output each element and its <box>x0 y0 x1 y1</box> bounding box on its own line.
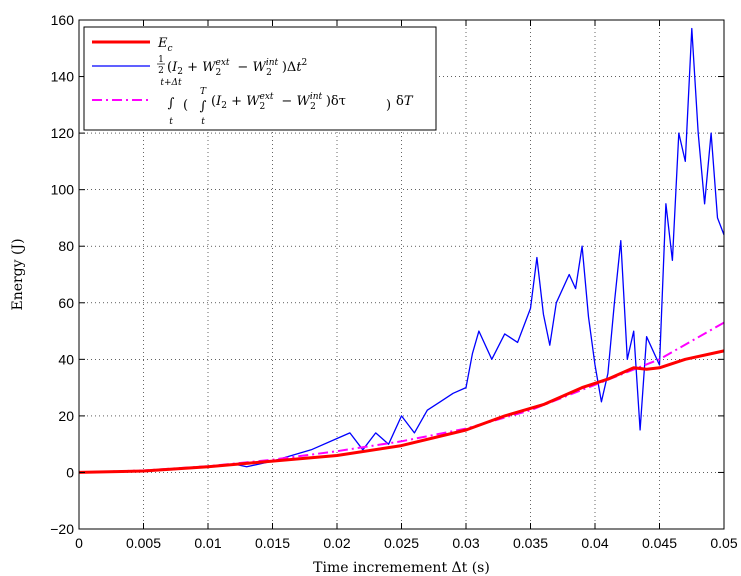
svg-text:): ) <box>386 98 391 113</box>
series-ec-line <box>78 349 725 474</box>
y-tick-label: 40 <box>58 351 74 367</box>
svg-text:T: T <box>200 87 207 97</box>
x-tick-label: 0.045 <box>642 535 677 551</box>
x-tick-label: 0.005 <box>126 535 161 551</box>
series-lines <box>78 27 725 474</box>
x-tick-label: 0.03 <box>452 535 479 551</box>
x-tick-label: 0.015 <box>255 535 290 551</box>
y-tick-label: 60 <box>58 295 74 311</box>
x-tick-label: 0.025 <box>384 535 419 551</box>
svg-text:∫: ∫ <box>168 96 175 111</box>
svg-text:2: 2 <box>158 66 164 76</box>
y-tick-label: 140 <box>51 69 75 85</box>
y-tick-label: 0 <box>66 464 74 480</box>
series-half-dt2-line <box>78 27 725 474</box>
y-tick-label: 20 <box>58 408 74 424</box>
x-tick-label: 0.02 <box>323 535 350 551</box>
y-tick-label: 80 <box>58 238 74 254</box>
y-axis-label: Energy (J) <box>10 238 26 310</box>
svg-text:δT: δT <box>396 94 414 109</box>
x-tick-label: 0 <box>75 535 83 551</box>
y-tick-label: 120 <box>51 125 75 141</box>
svg-text:1: 1 <box>158 55 164 65</box>
axis-ticks: 0 0.005 0.01 0.015 0.02 0.025 0.03 0.035 0.04 0.0… <box>50 12 738 551</box>
y-tick-label: −20 <box>50 521 74 537</box>
y-tick-label: 100 <box>51 182 75 198</box>
svg-text:t: t <box>169 117 173 127</box>
x-tick-label: 0.04 <box>581 535 608 551</box>
svg-text:∫: ∫ <box>200 99 207 114</box>
svg-text:t+Δt: t+Δt <box>160 78 182 88</box>
svg-text:t: t <box>201 117 205 127</box>
x-tick-label: 0.05 <box>710 535 737 551</box>
svg-text:(: ( <box>183 98 188 113</box>
y-tick-label: 160 <box>51 12 75 28</box>
x-tick-label: 0.035 <box>513 535 548 551</box>
legend-box <box>83 26 437 131</box>
legend-label-double-integral: t+Δt ∫ t ( T ∫ t (I2 + Wext 2 − Wint 2)δτ … <box>160 78 413 127</box>
x-tick-label: 0.01 <box>194 535 221 551</box>
legend: Ec 1 2 (I2 + Wext 2 − Wint 2)Δt2 t+Δt ∫ t … <box>83 26 437 131</box>
x-axis-label: Time incremement Δt (s) <box>313 560 490 576</box>
